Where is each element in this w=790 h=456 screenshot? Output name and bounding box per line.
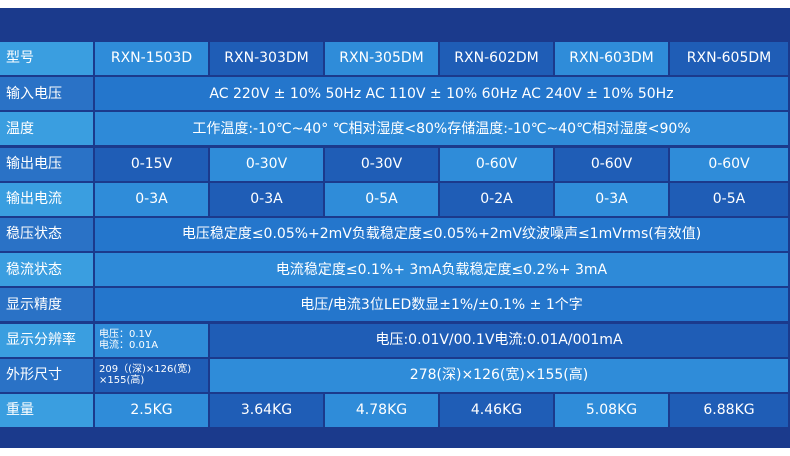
table-cell: 0-60V <box>670 147 788 181</box>
row-label: 稳压状态 <box>0 218 93 251</box>
table-cell: 0-2A <box>440 182 553 216</box>
row-label: 外形尺寸 <box>0 358 93 392</box>
table-cell: 0-3A <box>555 182 668 216</box>
row-label: 重量 <box>0 394 93 427</box>
table-cell: 0-3A <box>95 182 208 216</box>
table-cell: AC 220V ± 10% 50Hz AC 110V ± 10% 60Hz AC… <box>95 77 788 111</box>
table-cell: 209（(深)×126(宽) ×155(高) <box>95 358 208 392</box>
table-cell: 5.08KG <box>555 394 668 427</box>
table-cell: 0-30V <box>210 147 323 181</box>
table-cell: 0-15V <box>95 147 208 181</box>
table-cell: 278(深)×126(宽)×155(高) <box>210 358 788 392</box>
row-label: 输入电压 <box>0 77 93 111</box>
table-cell: 电压稳定度≤0.05%+2mV负载稳定度≤0.05%+2mV纹波噪声≤1mVrm… <box>95 218 788 251</box>
table-cell: RXN-605DM <box>670 42 788 75</box>
table-cell: 3.64KG <box>210 394 323 427</box>
row-label: 输出电流 <box>0 182 93 216</box>
table-cell: 4.78KG <box>325 394 438 427</box>
row-label: 输出电压 <box>0 147 93 181</box>
table-cell: RXN-303DM <box>210 42 323 75</box>
table-cell: 2.5KG <box>95 394 208 427</box>
table-cell: RXN-305DM <box>325 42 438 75</box>
row-label: 稳流状态 <box>0 253 93 287</box>
table-cell: RXN-602DM <box>440 42 553 75</box>
table-cell: RXN-603DM <box>555 42 668 75</box>
table-cell: 0-60V <box>440 147 553 181</box>
table-cell: RXN-1503D <box>95 42 208 75</box>
table-cell: 0-5A <box>670 182 788 216</box>
table-cell: 0-3A <box>210 182 323 216</box>
row-label: 显示分辨率 <box>0 323 93 357</box>
table-cell: 电流稳定度≤0.1%+ 3mA负载稳定度≤0.2%+ 3mA <box>95 253 788 287</box>
table-cell: 0-5A <box>325 182 438 216</box>
table-cell: 电压:0.01V/00.1V电流:0.01A/001mA <box>210 323 788 357</box>
table-cell: 工作温度:-10℃~40° ℃相对湿度<80%存储温度:-10℃~40℃相对湿度… <box>95 112 788 146</box>
table-cell: 电压：0.1V 电流：0.01A <box>95 323 208 357</box>
table-cell: 6.88KG <box>670 394 788 427</box>
table-cell: 0-60V <box>555 147 668 181</box>
table-cell: 0-30V <box>325 147 438 181</box>
row-label: 温度 <box>0 112 93 146</box>
table-cell: 电压/电流3位LED数显±1%/±0.1% ± 1个字 <box>95 288 788 322</box>
row-label: 型号 <box>0 42 93 75</box>
spec-table: 型号 RXN-1503D RXN-303DM RXN-305DM RXN-602DM RX… <box>0 8 790 448</box>
table-cell: 4.46KG <box>440 394 553 427</box>
row-label: 显示精度 <box>0 288 93 322</box>
